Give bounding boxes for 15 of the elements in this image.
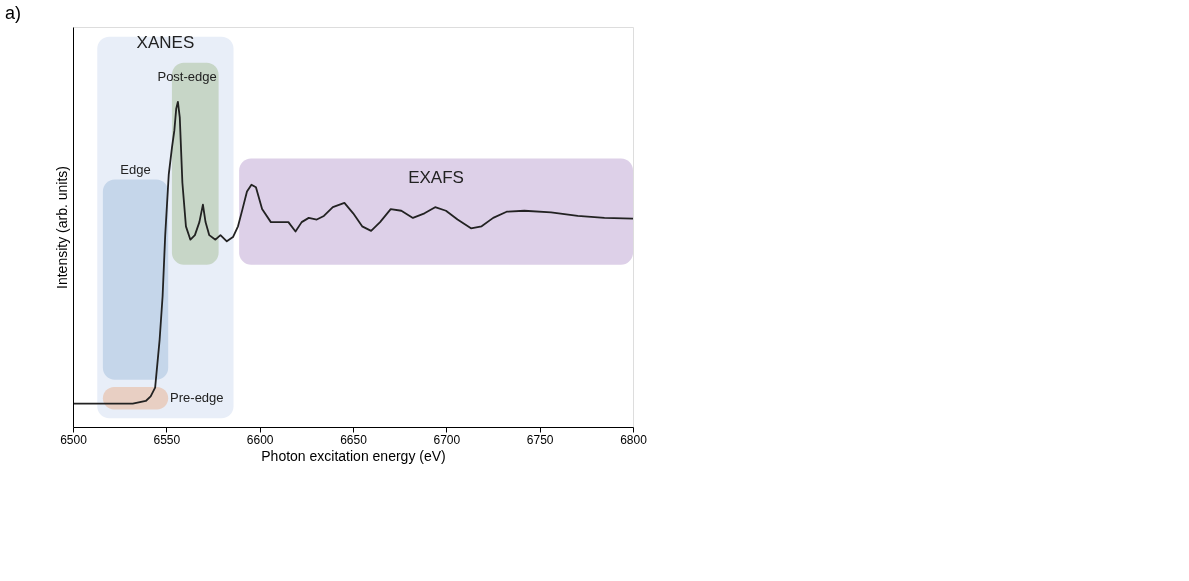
band-label: Post-edge <box>157 69 217 85</box>
x-axis-title: Photon excitation energy (eV) <box>261 447 446 464</box>
x-tick-label: 6700 <box>433 432 461 447</box>
x-tick-label: 6650 <box>340 432 368 447</box>
y-axis-title: Intensity (arb. units) <box>53 166 70 289</box>
x-tick-label: 6750 <box>526 432 554 447</box>
band-label: Pre-edge <box>170 390 224 406</box>
band-label: EXAFS <box>408 167 464 187</box>
x-tick-label: 6800 <box>620 432 648 447</box>
x-tick-label: 6600 <box>246 432 274 447</box>
x-tick-label: 6500 <box>60 432 88 447</box>
x-tick-label: 6550 <box>153 432 181 447</box>
band-label: XANES <box>136 33 195 53</box>
band-label: Edge <box>120 161 151 177</box>
text: a) <box>5 3 22 23</box>
